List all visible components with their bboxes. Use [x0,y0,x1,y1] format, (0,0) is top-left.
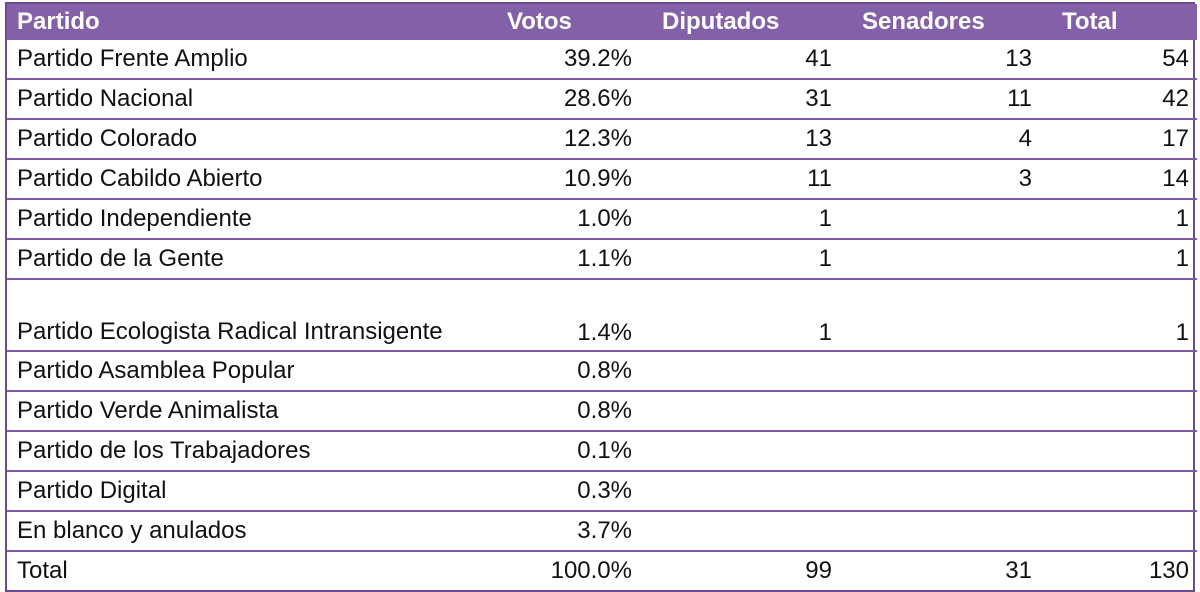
table-body: Partido Frente Amplio 39.2% 41 13 54 Par… [7,40,1197,590]
cell-total [1032,351,1197,392]
cell-partido: Total [17,557,68,584]
cell-senadores [832,511,1032,552]
header-partido: Partido [7,4,477,40]
cell-partido: Partido Verde Animalista [7,391,477,432]
cell-senadores [832,239,1032,280]
cell-votos: 0.8% [477,391,632,432]
cell-partido: Partido Asamblea Popular [7,351,477,392]
cell-senadores [832,199,1032,240]
cell-total [1032,431,1197,472]
cell-total [1032,471,1197,512]
cell-senadores: 4 [832,119,1032,160]
cell-senadores [832,431,1032,472]
cell-senadores: 11 [832,79,1032,120]
table-row: Partido Independiente 1.0% 1 1 [7,199,1197,240]
cell-total: 42 [1032,79,1197,120]
cell-votos: 39.2% [477,40,632,80]
cell-total [1032,391,1197,432]
cell-votos: 0.8% [477,351,632,392]
cell-votos: 3.7% [477,511,632,552]
cell-diputados [632,471,832,512]
cell-votos: 0.3% [477,471,632,512]
cell-total: 14 [1032,159,1197,200]
cell-senadores: 13 [832,40,1032,80]
cell-total: 1 [1032,199,1197,240]
cell-senadores [832,279,1032,352]
cell-partido: Partido Digital [7,471,477,512]
header-senadores: Senadores [832,4,1032,40]
cell-senadores [832,471,1032,512]
cell-total: 1 [1032,279,1197,352]
table-row: Partido Colorado 12.3% 13 4 17 [7,119,1197,160]
cell-diputados: 41 [632,40,832,80]
cell-votos: 1.4% [477,279,632,352]
table-row: En blanco y anulados 3.7% [7,511,1197,552]
table-row: Partido Frente Amplio 39.2% 41 13 54 [7,40,1197,80]
cell-partido: Partido Cabildo Abierto [7,159,477,200]
cell-diputados [632,431,832,472]
cell-diputados: 99 [805,557,832,584]
table-row: Partido Asamblea Popular 0.8% [7,351,1197,392]
cell-partido: Partido Independiente [7,199,477,240]
cell-senadores [832,391,1032,432]
cell-diputados [632,351,832,392]
cell-total [1032,511,1197,552]
table-row: Partido Nacional 28.6% 31 11 42 [7,79,1197,120]
cell-diputados [632,511,832,552]
cell-diputados: 1 [632,199,832,240]
table-row: Partido de los Trabajadores 0.1% [7,431,1197,472]
cell-senadores [832,351,1032,392]
election-results-table: Partido Votos Diputados Senadores Total … [7,4,1197,590]
cell-diputados: 1 [632,239,832,280]
cell-votos: 10.9% [477,159,632,200]
cell-partido: Partido Frente Amplio [7,40,477,80]
cell-senadores: 3 [832,159,1032,200]
cell-total: 130 [1148,557,1189,584]
table-row-total: Total 100.0% 99 31 130 [7,551,1197,590]
cell-partido: Partido de la Gente [7,239,477,280]
cell-votos: 100.0% [550,557,632,584]
cell-diputados: 31 [632,79,832,120]
cell-votos: 1.0% [477,199,632,240]
cell-diputados [632,391,832,432]
cell-votos: 12.3% [477,119,632,160]
cell-total: 1 [1032,239,1197,280]
table-header: Partido Votos Diputados Senadores Total [7,4,1197,40]
table-row: Partido de la Gente 1.1% 1 1 [7,239,1197,280]
table-row: Partido Cabildo Abierto 10.9% 11 3 14 [7,159,1197,200]
cell-total: 17 [1032,119,1197,160]
cell-partido: En blanco y anulados [7,511,477,552]
cell-diputados: 13 [632,119,832,160]
cell-partido: Partido Ecologista Radical Intransigente [7,279,477,352]
table-row: Partido Digital 0.3% [7,471,1197,512]
cell-votos: 1.1% [477,239,632,280]
table-row: Partido Verde Animalista 0.8% [7,391,1197,432]
cell-votos: 28.6% [477,79,632,120]
cell-senadores: 31 [1005,557,1032,584]
cell-total: 54 [1032,40,1197,80]
cell-partido: Partido de los Trabajadores [7,431,477,472]
table-row: Partido Ecologista Radical Intransigente… [7,279,1197,352]
header-votos: Votos [477,4,632,40]
cell-partido: Partido Colorado [7,119,477,160]
cell-votos: 0.1% [477,431,632,472]
cell-partido: Partido Nacional [7,79,477,120]
cell-diputados: 11 [632,159,832,200]
cell-diputados: 1 [632,279,832,352]
header-diputados: Diputados [632,4,832,40]
header-total: Total [1032,4,1197,40]
results-table-container: Partido Votos Diputados Senadores Total … [5,2,1197,592]
header-row: Partido Votos Diputados Senadores Total [7,4,1197,40]
